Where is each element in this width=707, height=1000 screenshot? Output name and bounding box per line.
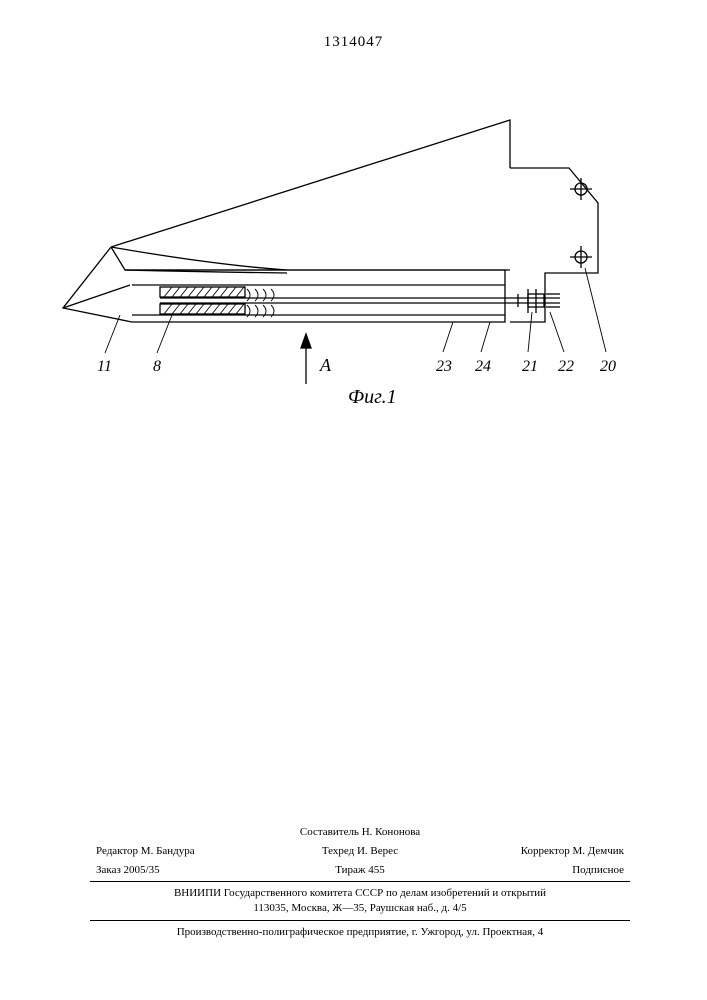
footer-rule-2 [90,920,630,921]
callout-11: 11 [97,358,112,376]
address-line: 113035, Москва, Ж—35, Раушская наб., д. … [90,901,630,916]
subscription: Подписное [448,863,624,878]
committee-line: ВНИИПИ Государственного комитета СССР по… [90,886,630,901]
corrector: Корректор М. Демчик [448,844,624,859]
callout-21: 21 [522,358,538,376]
compiler-line: Составитель Н. Кононова [90,825,630,840]
callout-23: 23 [436,358,452,376]
callout-24: 24 [475,358,491,376]
page-number: 1314047 [0,34,707,51]
tech-editor: Техред И. Верес [272,844,448,859]
credits-row-2: Заказ 2005/35 Тираж 455 Подписное [90,863,630,878]
callout-22: 22 [558,358,574,376]
editor: Редактор М. Бандура [96,844,272,859]
credits-row-1: Редактор М. Бандура Техред И. Верес Корр… [90,844,630,859]
callout-20: 20 [600,358,616,376]
figure-1: 11 8 23 24 21 22 20 А Фиг.1 [60,90,650,410]
imprint-footer: Составитель Н. Кононова Редактор М. Банд… [90,825,630,940]
figure-label: Фиг.1 [348,386,397,409]
footer-rule-1 [90,881,630,882]
callout-8: 8 [153,358,161,376]
printer-line: Производственно-полиграфическое предприя… [90,925,630,940]
arrow-label-a: А [320,355,331,376]
circulation: Тираж 455 [272,863,448,878]
order-number: Заказ 2005/35 [96,863,272,878]
